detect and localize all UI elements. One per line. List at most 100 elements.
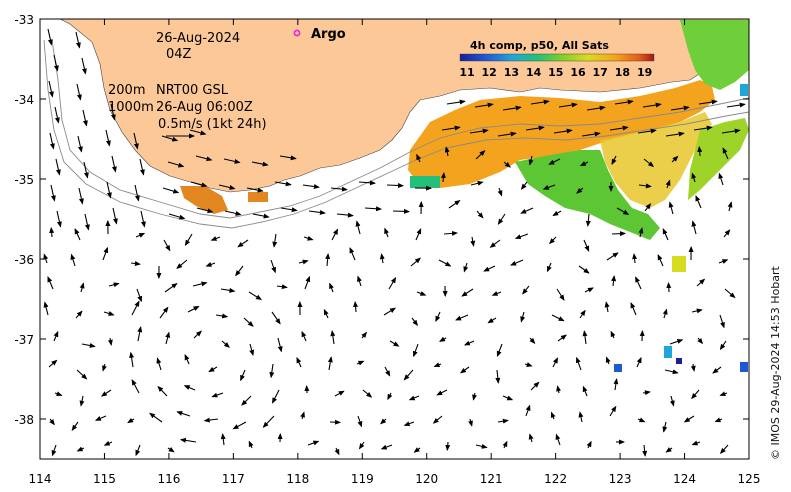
current-vector <box>94 415 107 421</box>
current-vector <box>235 265 244 277</box>
current-vector <box>223 158 241 164</box>
current-vector <box>102 363 107 372</box>
current-vector <box>719 314 725 329</box>
current-vector <box>224 210 242 216</box>
current-vector <box>695 195 702 209</box>
x-axis: 114 115 116 117 118 119 120 121 122 123 124 125 <box>29 19 760 486</box>
current-vector <box>192 281 208 287</box>
current-vector <box>205 262 216 267</box>
current-vector <box>159 306 169 319</box>
current-vector <box>614 99 634 105</box>
current-vector <box>75 31 81 49</box>
current-vector <box>303 235 314 241</box>
current-vector <box>468 418 473 427</box>
current-vector <box>47 276 54 290</box>
current-vector <box>696 278 706 287</box>
current-vector <box>334 447 340 456</box>
current-vector <box>243 317 254 327</box>
current-vector <box>81 57 87 75</box>
current-vector <box>110 103 116 121</box>
sst-warm-band <box>408 80 715 188</box>
current-vector <box>330 330 336 345</box>
current-vector <box>444 146 450 157</box>
legend-tick-label: 15 <box>548 66 563 79</box>
current-vector <box>610 330 616 339</box>
current-vector <box>53 330 59 342</box>
current-vector <box>520 181 528 190</box>
current-vector <box>167 446 175 453</box>
legend-tick-label: 18 <box>615 66 630 79</box>
current-vector <box>556 385 562 394</box>
current-vector <box>642 444 648 457</box>
current-vector <box>664 369 679 375</box>
current-vector <box>613 378 619 391</box>
current-vector <box>302 184 320 189</box>
x-tick-label: 121 <box>480 472 503 486</box>
current-vector <box>585 213 591 227</box>
current-vector <box>718 259 729 264</box>
current-vector <box>581 131 601 137</box>
current-vector <box>353 301 359 313</box>
current-vector <box>459 366 470 374</box>
legend-tick-label: 13 <box>504 66 519 79</box>
current-vector <box>403 369 414 381</box>
current-vector <box>611 275 617 287</box>
current-vector <box>105 129 111 147</box>
isobath-label-200m: 200m <box>108 83 145 98</box>
current-vector <box>475 443 488 449</box>
current-vector <box>301 330 307 342</box>
current-vector <box>718 172 724 186</box>
current-vector <box>548 236 557 245</box>
current-vector <box>439 336 447 342</box>
current-vector <box>435 311 441 323</box>
current-vector <box>472 392 477 401</box>
current-vector <box>168 213 186 220</box>
legend-tick-label: 17 <box>593 66 608 79</box>
current-vector <box>502 440 508 449</box>
sst-patch-h <box>740 362 748 372</box>
current-vector <box>358 180 376 186</box>
current-vector <box>670 105 690 111</box>
current-vector <box>604 301 610 313</box>
current-vector <box>503 161 511 168</box>
x-tick-label: 118 <box>286 472 309 486</box>
current-vector <box>176 410 191 417</box>
current-vector <box>525 125 545 131</box>
current-vector <box>389 340 400 347</box>
current-vector <box>668 201 674 215</box>
current-vector <box>112 207 118 225</box>
current-vector <box>609 405 617 417</box>
current-vector <box>176 259 188 269</box>
current-vector <box>140 210 146 228</box>
current-vector <box>84 213 90 231</box>
current-vector <box>528 155 534 166</box>
current-vector <box>489 239 501 248</box>
y-axis: -33 -34 -35 -36 -37 -38 <box>14 13 749 427</box>
current-vector <box>82 109 88 127</box>
current-vector <box>248 291 262 301</box>
current-vector <box>215 313 229 319</box>
current-vector <box>432 415 443 424</box>
current-vector <box>510 259 524 266</box>
current-vector <box>71 421 79 432</box>
sst-east-strip <box>688 118 749 200</box>
current-vector <box>690 363 696 372</box>
y-tick-label: -36 <box>14 253 34 267</box>
current-vector <box>525 404 531 417</box>
current-vector <box>413 447 421 453</box>
current-vector <box>502 105 522 111</box>
current-vector <box>433 362 442 368</box>
current-vector <box>669 395 675 407</box>
current-vector <box>392 208 410 214</box>
sst-patch-b <box>410 176 440 188</box>
sst-patch-d <box>614 364 622 372</box>
time-label: 04Z <box>166 47 192 62</box>
isobath-label-1000m: 1000m <box>108 100 154 115</box>
current-vector <box>557 334 567 342</box>
current-vector <box>520 207 534 214</box>
x-tick-label: 120 <box>415 472 438 486</box>
current-vector <box>133 132 139 150</box>
current-vector <box>630 302 637 316</box>
current-vector <box>726 102 746 108</box>
